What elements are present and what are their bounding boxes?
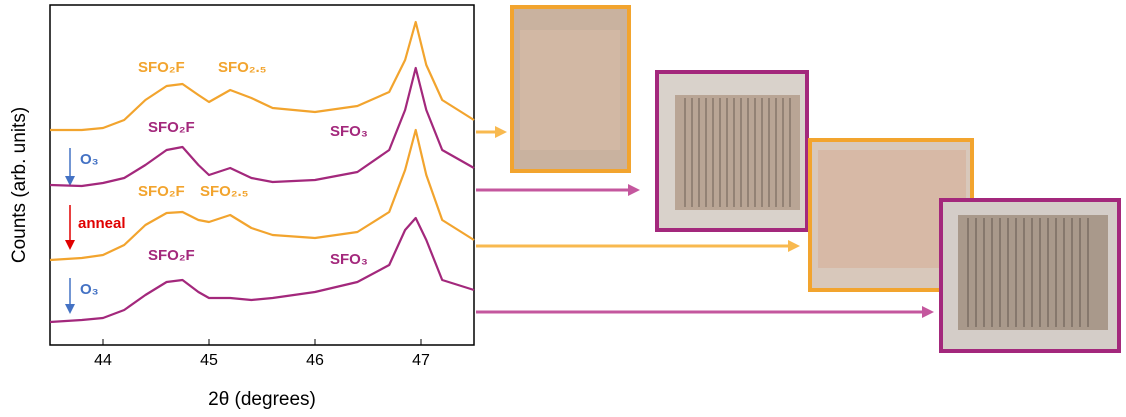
photo-1 xyxy=(510,5,631,173)
plot-frame xyxy=(50,5,474,345)
x-axis-label: 2θ (degrees) xyxy=(208,389,316,410)
annotation: SFO₃ xyxy=(330,123,368,140)
annotation: SFO₂F xyxy=(148,119,195,136)
series-line xyxy=(50,22,474,130)
annotation: SFO₂F xyxy=(148,247,195,264)
photo-2 xyxy=(655,70,809,232)
page: {"chart_data": {"type": "line", "x_label… xyxy=(0,0,1126,417)
annotation: SFO₃ xyxy=(330,251,368,268)
annotation: SFO₂F xyxy=(138,59,185,76)
annotation: O₃ xyxy=(80,151,99,168)
figure: 2θ (degrees) Counts (arb. units) xyxy=(0,0,1126,417)
annotation: SFO₂.₅ xyxy=(218,59,267,76)
series-line xyxy=(50,68,474,186)
y-axis-label: Counts (arb. units) xyxy=(9,107,30,263)
series-line xyxy=(50,130,474,260)
x-tick-label: 47 xyxy=(412,352,430,369)
annotation: SFO₂.₅ xyxy=(200,183,249,200)
annotation: O₃ xyxy=(80,281,99,298)
x-tick-label: 44 xyxy=(94,352,112,369)
annotation: SFO₂F xyxy=(138,183,185,200)
step-arrows xyxy=(65,148,75,314)
annotation: anneal xyxy=(78,215,126,232)
photo-4 xyxy=(939,198,1121,353)
x-tick-label: 46 xyxy=(306,352,324,369)
x-tick-label: 45 xyxy=(200,352,218,369)
series-line xyxy=(50,218,474,322)
